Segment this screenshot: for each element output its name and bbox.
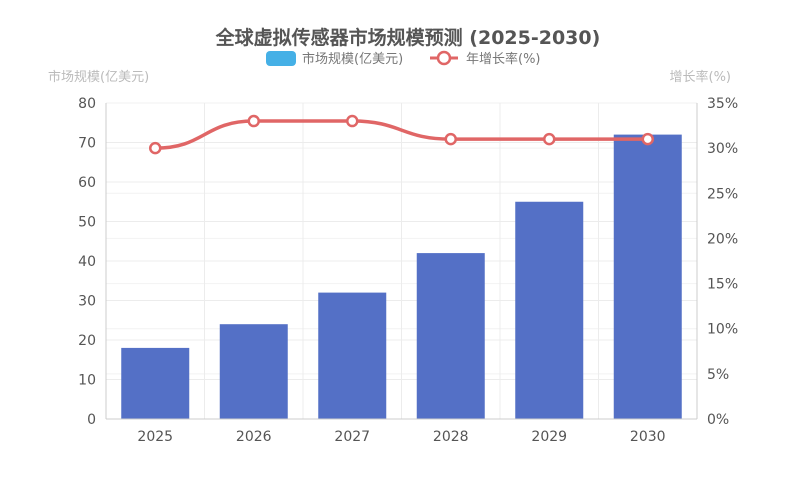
chart-title: 全球虚拟传感器市场规模预测 (2025-2030)	[215, 26, 601, 49]
bar[interactable]	[515, 201, 584, 419]
bar[interactable]	[416, 253, 485, 419]
axes: 010203040506070800%5%10%15%20%25%30%35%2…	[78, 96, 738, 445]
x-tick-label: 2026	[236, 429, 272, 445]
right-tick-label: 35%	[707, 96, 738, 112]
right-tick-label: 20%	[707, 231, 738, 247]
left-axis-name: 市场规模(亿美元)	[48, 69, 149, 85]
x-tick-label: 2029	[531, 429, 567, 445]
legend-label-growth-rate: 年增长率(%)	[466, 51, 541, 67]
x-tick-label: 2030	[630, 429, 666, 445]
right-tick-label: 15%	[707, 277, 738, 293]
left-tick-label: 30	[78, 294, 96, 310]
right-tick-label: 5%	[707, 367, 729, 383]
legend-circle-marker-icon	[436, 50, 452, 66]
line-point-marker-icon[interactable]	[149, 141, 162, 155]
right-tick-label: 0%	[707, 412, 729, 428]
grid-lines	[106, 102, 697, 419]
bar[interactable]	[318, 292, 387, 419]
growth-line	[155, 119, 648, 150]
right-tick-label: 25%	[707, 186, 738, 202]
bar[interactable]	[219, 324, 288, 419]
x-tick-label: 2027	[334, 429, 370, 445]
left-tick-label: 40	[78, 254, 96, 270]
left-tick-label: 20	[78, 333, 96, 349]
left-tick-label: 80	[78, 96, 96, 112]
bar[interactable]	[613, 134, 682, 419]
left-tick-label: 10	[78, 373, 96, 389]
line-series	[149, 114, 654, 155]
bar[interactable]	[121, 347, 190, 419]
bar-series	[121, 134, 682, 419]
right-tick-label: 30%	[707, 141, 738, 157]
line-point-marker-icon[interactable]	[641, 132, 654, 146]
line-point-marker-icon[interactable]	[543, 132, 556, 146]
left-tick-label: 60	[78, 175, 96, 191]
legend-label-market-size: 市场规模(亿美元)	[302, 51, 403, 67]
x-tick-label: 2028	[433, 429, 469, 445]
right-tick-label: 10%	[707, 322, 738, 338]
legend-item-market-size[interactable]: 市场规模(亿美元)	[266, 51, 403, 67]
left-tick-label: 50	[78, 215, 96, 231]
legend-bar-swatch-icon	[266, 51, 296, 66]
line-point-marker-icon[interactable]	[444, 132, 457, 146]
x-tick-label: 2025	[137, 429, 173, 445]
right-axis-name: 增长率(%)	[670, 69, 732, 85]
left-tick-label: 70	[78, 136, 96, 152]
legend-item-growth-rate[interactable]: 年增长率(%)	[430, 50, 541, 67]
line-point-marker-icon[interactable]	[247, 114, 260, 128]
legend[interactable]: 市场规模(亿美元) 年增长率(%)	[266, 50, 541, 67]
line-point-marker-icon[interactable]	[346, 114, 359, 128]
left-tick-label: 0	[87, 412, 96, 428]
